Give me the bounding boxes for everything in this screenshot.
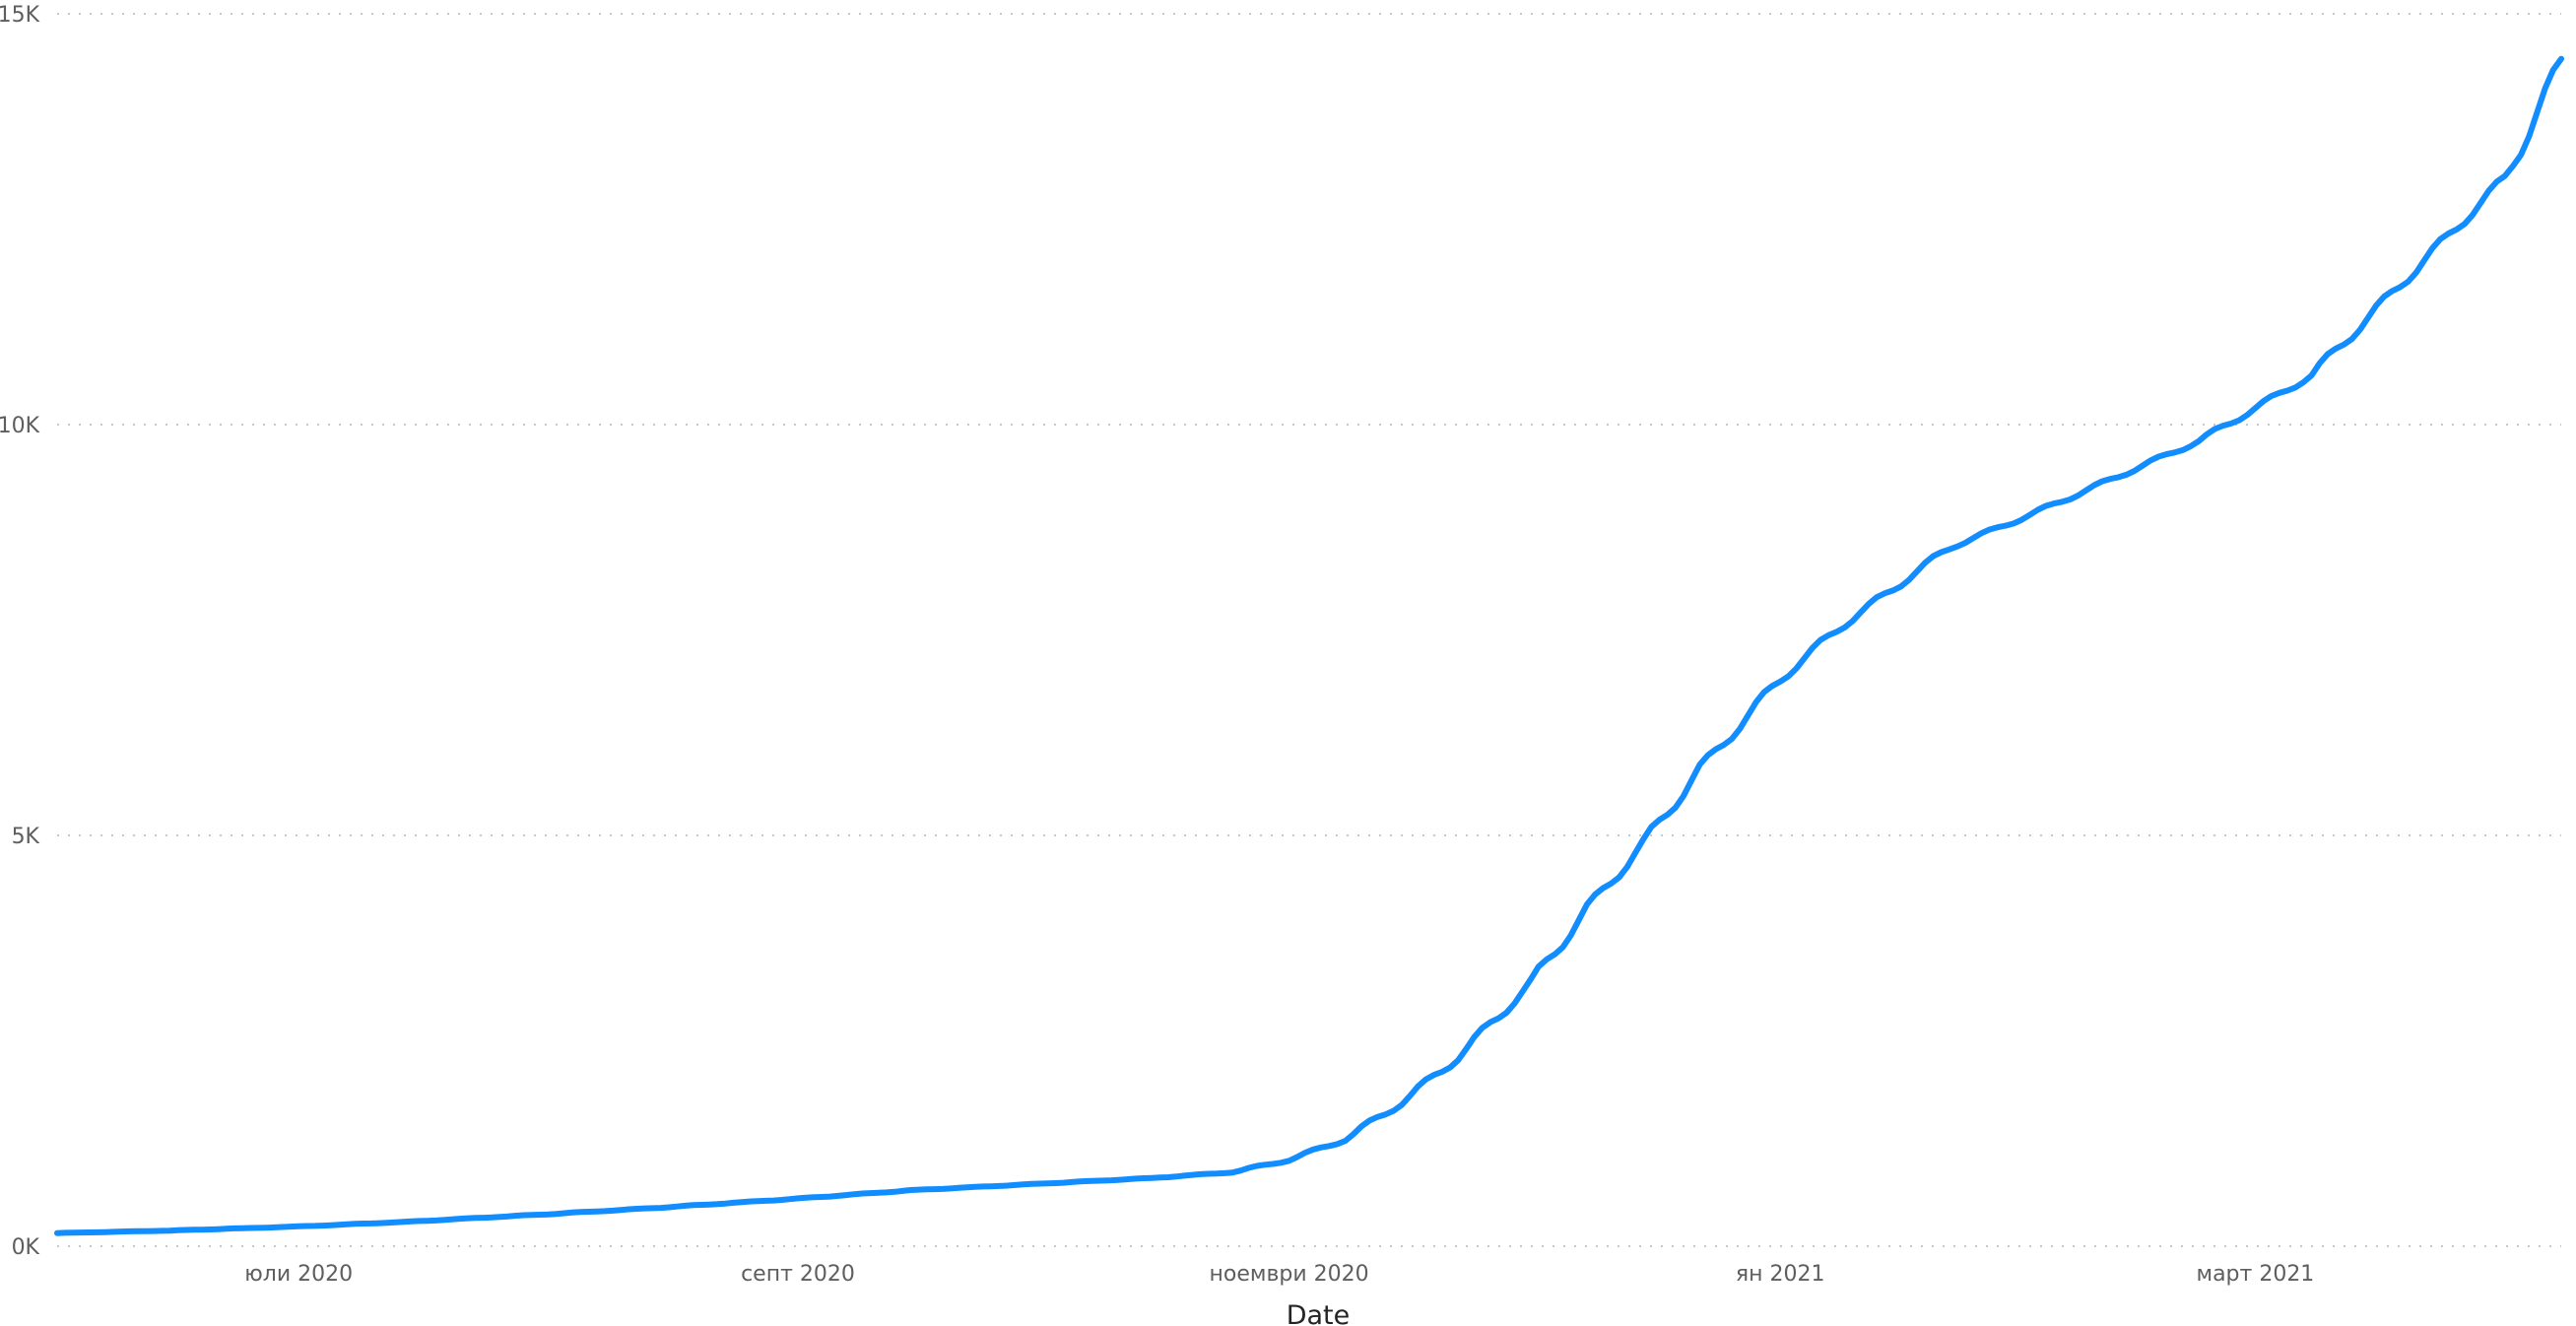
x-tick-label: ян 2021 [1736, 1262, 1825, 1287]
y-tick-label: 10K [0, 414, 40, 438]
x-tick-label: март 2021 [2196, 1262, 2314, 1287]
x-axis-ticks: юли 2020 септ 2020 ноември 2020 ян 2021 март… [244, 1262, 2314, 1287]
x-tick-label: септ 2020 [741, 1262, 855, 1287]
x-tick-label: ноември 2020 [1209, 1262, 1368, 1287]
x-tick-label: юли 2020 [244, 1262, 353, 1287]
gridlines [57, 13, 2561, 1247]
y-tick-label: 15K [0, 3, 40, 28]
y-axis-ticks: 0K 5K 10K 15K [0, 3, 40, 1260]
plot-area [54, 55, 2564, 1236]
y-tick-label: 5K [12, 825, 40, 849]
series-line [54, 55, 2564, 1236]
y-tick-label: 0K [12, 1235, 40, 1260]
x-axis-title: Date [1287, 1300, 1351, 1326]
